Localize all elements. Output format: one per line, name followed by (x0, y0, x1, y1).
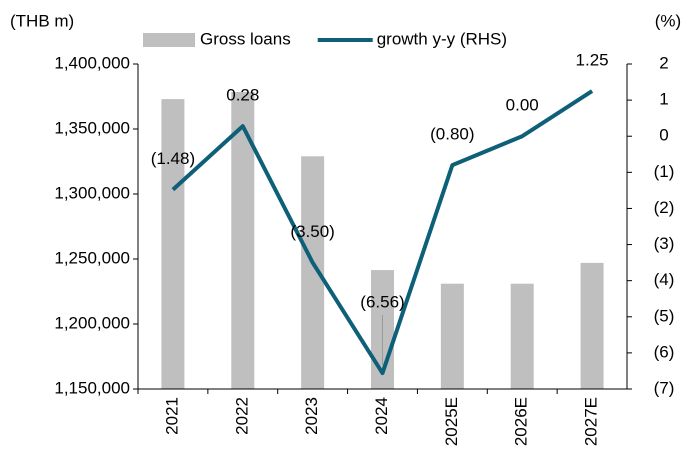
legend-swatch (143, 33, 195, 47)
bar (580, 262, 604, 389)
y2-axis-label: (%) (655, 11, 681, 30)
data-label: (3.50) (290, 222, 334, 241)
data-label: (1.48) (151, 149, 195, 168)
bar (231, 91, 255, 389)
legend-label: Gross loans (200, 29, 291, 48)
bar (440, 283, 464, 389)
y2-tick-label: 2 (659, 53, 668, 72)
data-label: 0.00 (506, 96, 539, 115)
y-tick-label: 1,250,000 (54, 248, 130, 267)
x-tick-label: 2021 (162, 397, 181, 435)
bar (301, 156, 325, 389)
data-label: 0.28 (226, 86, 259, 105)
x-tick-label: 2022 (232, 397, 251, 435)
y2-tick-label: (2) (654, 198, 675, 217)
y2-tick-label: (1) (654, 162, 675, 181)
y2-tick-label: 0 (659, 126, 668, 145)
y2-tick-label: (5) (654, 306, 675, 325)
x-tick-label: 2024 (372, 397, 391, 435)
bar (510, 283, 534, 389)
x-tick-label: 2023 (302, 397, 321, 435)
y2-tick-label: (4) (654, 270, 675, 289)
y-tick-label: 1,300,000 (54, 183, 130, 202)
bar (161, 99, 185, 389)
y2-tick-label: (6) (654, 342, 675, 361)
y-tick-label: 1,150,000 (54, 378, 130, 397)
data-label: (0.80) (430, 125, 474, 144)
y2-tick-label: (7) (654, 378, 675, 397)
line (171, 89, 594, 376)
x-tick-label: 2026E (512, 397, 531, 446)
y-tick-label: 1,200,000 (54, 313, 130, 332)
data-label: (6.56) (360, 293, 404, 312)
x-tick-label: 2027E (582, 397, 601, 446)
y-tick-label: 1,350,000 (54, 118, 130, 137)
legend-label: growth y-y (RHS) (377, 29, 507, 48)
y2-tick-label: (3) (654, 234, 675, 253)
data-label: 1.25 (576, 51, 609, 70)
y-tick-label: 1,400,000 (54, 53, 130, 72)
x-tick-label: 2025E (442, 397, 461, 446)
y2-tick-label: 1 (659, 90, 668, 109)
y-axis-label: (THB m) (10, 11, 74, 30)
